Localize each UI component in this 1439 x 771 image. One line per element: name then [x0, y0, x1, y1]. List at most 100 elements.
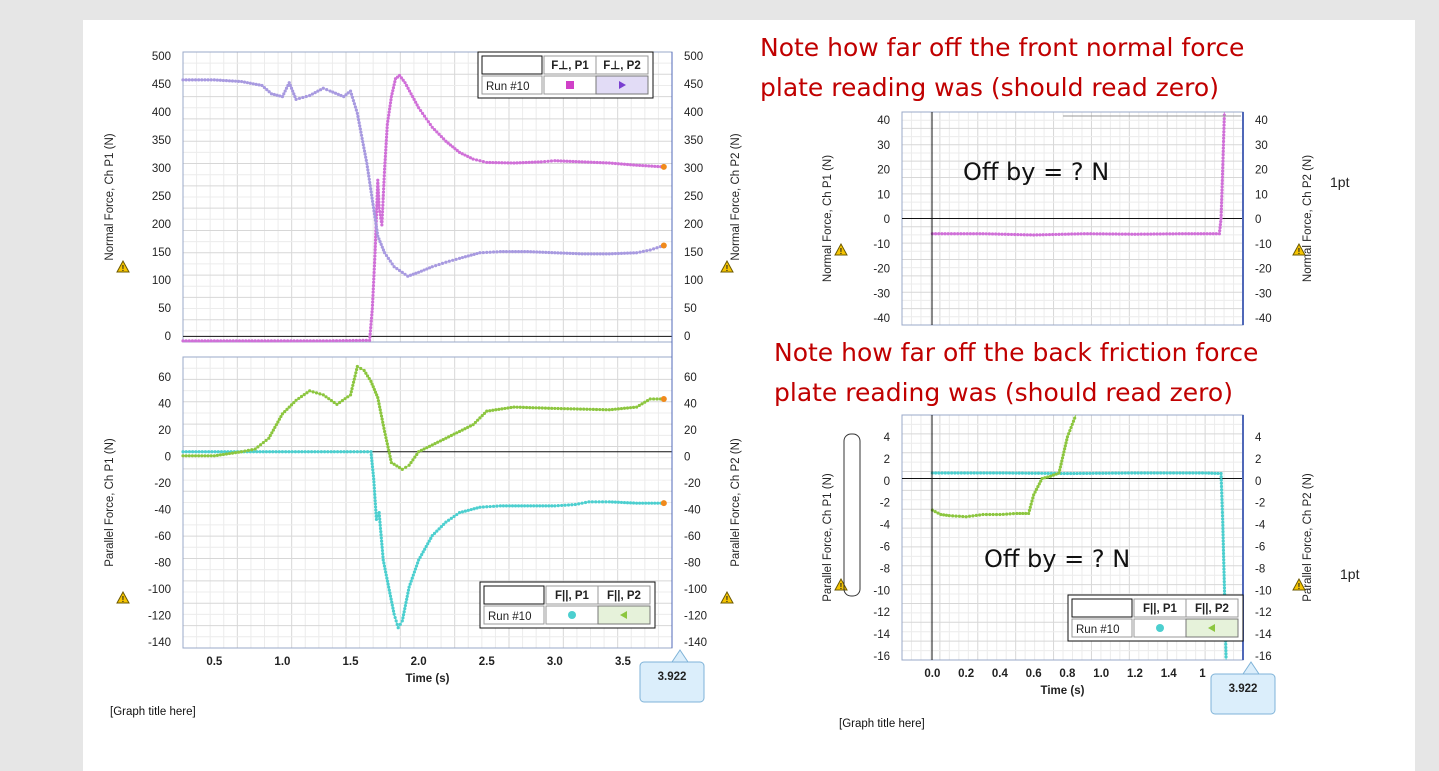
- data-point: [1222, 570, 1226, 574]
- data-point: [580, 501, 584, 505]
- data-point: [378, 517, 382, 521]
- data-point: [1127, 232, 1131, 236]
- data-point: [946, 232, 950, 236]
- data-point: [402, 610, 406, 614]
- data-point: [197, 450, 201, 454]
- data-point: [1024, 471, 1028, 475]
- data-point: [383, 164, 387, 168]
- data-point: [1051, 473, 1055, 477]
- data-point: [395, 267, 399, 271]
- data-point: [1001, 471, 1005, 475]
- data-point: [397, 268, 402, 273]
- data-point: [316, 89, 320, 93]
- data-point: [375, 231, 379, 235]
- data-point: [503, 161, 507, 165]
- data-point: [413, 455, 417, 459]
- data-point: [1220, 182, 1224, 186]
- data-point: [239, 450, 244, 454]
- data-point: [438, 439, 443, 443]
- ytick-left: 250: [152, 191, 171, 203]
- ytick-left: 0: [165, 452, 171, 464]
- data-point: [440, 261, 445, 265]
- data-point: [488, 504, 492, 509]
- xtick: 3.5: [615, 656, 632, 668]
- x-axis-label: Time (s): [1041, 685, 1085, 697]
- data-point: [1067, 432, 1071, 436]
- xtick: 1.5: [343, 656, 360, 668]
- data-point: [381, 197, 385, 201]
- data-point: [191, 450, 195, 454]
- data-point: [372, 483, 376, 487]
- data-point: [1221, 548, 1226, 552]
- ytick-right: 0: [1255, 476, 1261, 488]
- data-point: [269, 339, 274, 343]
- data-point: [378, 405, 382, 409]
- data-point: [653, 501, 657, 505]
- data-point: [536, 160, 540, 164]
- data-point: [383, 432, 387, 437]
- data-point: [1205, 232, 1209, 236]
- data-point: [366, 168, 370, 172]
- graph-title-right[interactable]: [Graph title here]: [839, 718, 925, 730]
- data-point: [539, 160, 543, 164]
- data-point: [243, 449, 247, 453]
- data-point: [515, 405, 519, 409]
- data-point: [1146, 232, 1150, 236]
- data-point: [1149, 232, 1153, 236]
- data-point: [203, 339, 207, 343]
- data-point: [1165, 471, 1169, 475]
- ytick-right: 30: [1255, 140, 1268, 152]
- data-point: [318, 339, 322, 343]
- data-point: [407, 463, 411, 467]
- data-point: [385, 132, 389, 136]
- data-point: [218, 78, 222, 82]
- data-point: [374, 511, 378, 515]
- data-point: [231, 339, 235, 343]
- data-point: [373, 505, 378, 509]
- data-point: [430, 265, 434, 269]
- data-point: [979, 471, 983, 475]
- data-point: [556, 504, 560, 508]
- data-point: [380, 213, 384, 217]
- data-point: [410, 576, 414, 580]
- data-point: [414, 100, 418, 104]
- ytick-right: 0: [684, 452, 690, 464]
- data-point: [961, 514, 965, 519]
- data-point: [1111, 232, 1115, 236]
- data-point: [1063, 232, 1067, 236]
- graph-title-left[interactable]: [Graph title here]: [110, 706, 196, 718]
- data-point: [975, 232, 979, 236]
- data-point: [1123, 232, 1128, 236]
- data-point: [571, 159, 575, 164]
- data-point: [430, 125, 434, 129]
- data-point: [1032, 233, 1036, 237]
- data-point: [582, 407, 586, 411]
- data-point: [1089, 232, 1093, 236]
- data-point: [1222, 579, 1226, 584]
- data-point: [427, 539, 431, 543]
- ytick-left: 0: [165, 331, 171, 343]
- series-markers-left-top-0: [181, 73, 667, 343]
- data-point: [604, 252, 608, 256]
- data-point: [385, 122, 389, 127]
- data-point: [1220, 178, 1224, 183]
- warning-icon: !: [1292, 577, 1306, 591]
- data-point: [369, 316, 374, 320]
- data-point: [1064, 441, 1068, 445]
- data-point: [408, 582, 412, 586]
- data-point: [382, 561, 386, 565]
- data-point: [460, 255, 465, 260]
- data-point: [315, 339, 319, 343]
- data-point: [297, 450, 301, 454]
- data-point: [391, 609, 396, 613]
- data-point: [274, 450, 278, 454]
- svg-text:!: !: [726, 264, 729, 273]
- data-point: [187, 78, 191, 82]
- data-point: [1061, 453, 1065, 457]
- data-point: [1054, 232, 1058, 237]
- data-point: [1011, 471, 1015, 475]
- data-point: [437, 132, 441, 136]
- data-point: [522, 250, 527, 254]
- data-point: [965, 232, 969, 236]
- data-point: [415, 561, 420, 565]
